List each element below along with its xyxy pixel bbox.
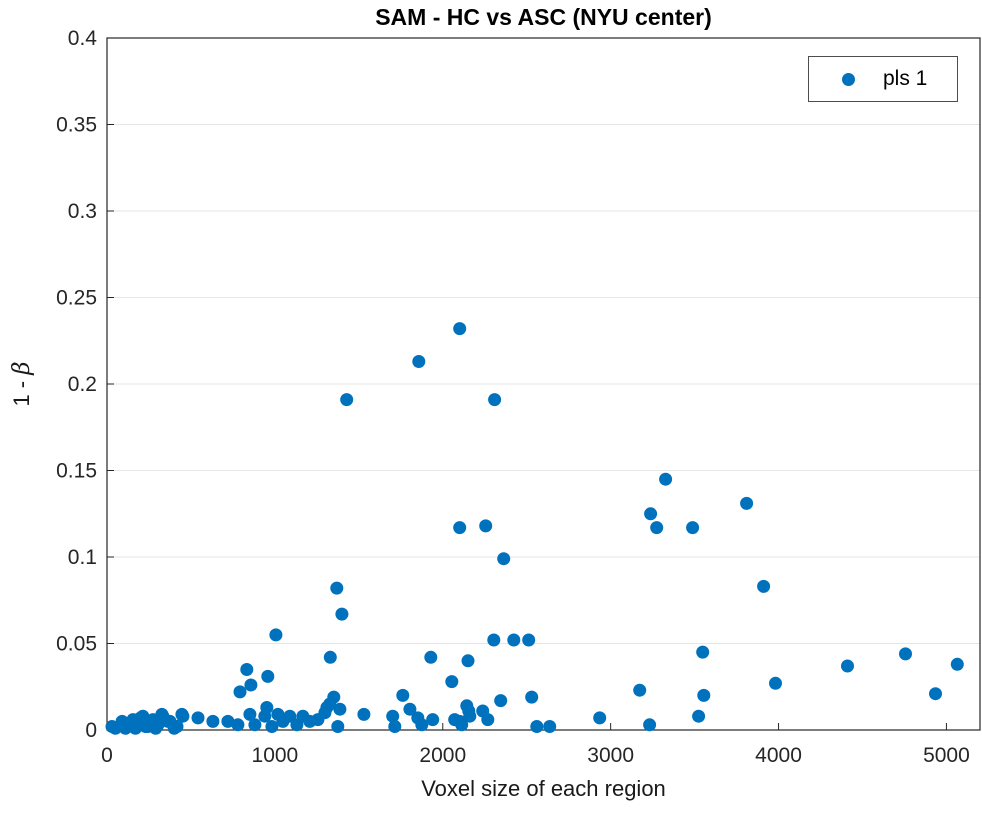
data-point [929, 687, 942, 701]
data-point [530, 720, 544, 733]
data-point [327, 690, 341, 704]
x-tick-label: 5000 [923, 744, 970, 767]
data-point [463, 709, 477, 723]
data-point [455, 718, 469, 732]
data-point [243, 707, 257, 721]
data-point [494, 694, 508, 708]
x-tick-label: 2000 [419, 744, 466, 767]
chart-title: SAM - HC vs ASC (NYU center) [375, 4, 712, 30]
data-point [206, 714, 220, 728]
data-point [283, 709, 297, 723]
data-point [333, 702, 347, 716]
data-point [757, 579, 771, 593]
data-point [386, 709, 400, 723]
data-point [265, 720, 279, 733]
data-point [899, 647, 912, 661]
data-point [522, 633, 536, 647]
data-point [261, 669, 275, 683]
data-point [426, 713, 440, 727]
data-point [543, 720, 557, 733]
x-tick-label: 1000 [252, 744, 299, 767]
data-point [412, 355, 426, 368]
data-point [221, 714, 235, 728]
y-tick-label: 0.05 [56, 633, 97, 656]
data-point [388, 720, 402, 733]
data-point [331, 720, 345, 733]
data-point [650, 521, 664, 535]
data-point [240, 663, 254, 676]
data-point [643, 718, 657, 732]
data-point [461, 654, 475, 668]
y-tick-label: 0.3 [68, 200, 97, 223]
x-tick-label: 0 [101, 744, 113, 767]
data-point [507, 633, 521, 647]
data-point [170, 720, 184, 733]
data-point [357, 707, 371, 721]
data-point [497, 552, 511, 566]
x-axis-label: Voxel size of each region [421, 776, 666, 801]
data-point [323, 650, 337, 664]
data-point [244, 678, 258, 692]
data-point [686, 521, 700, 535]
y-tick-label: 0.35 [56, 114, 97, 137]
data-point [415, 718, 429, 732]
legend-entry-label: pls 1 [883, 67, 928, 90]
data-point [692, 709, 706, 723]
beta-symbol: β [9, 361, 35, 375]
y-tick-label: 0.15 [56, 460, 97, 483]
y-tick-label: 0.2 [68, 373, 97, 396]
data-point [176, 709, 190, 723]
y-tick-label: 0.25 [56, 287, 97, 310]
data-point [633, 683, 647, 697]
data-point [769, 676, 782, 690]
data-point [233, 685, 247, 699]
y-tick-label: 0.1 [68, 546, 97, 569]
data-point [488, 393, 502, 407]
data-point [453, 322, 467, 336]
y-tick-label: 0 [85, 719, 97, 742]
data-point [191, 711, 205, 725]
y-tick-label: 0.4 [68, 27, 98, 50]
data-point [841, 659, 854, 673]
data-point [525, 690, 539, 704]
data-point [950, 657, 964, 671]
data-point [453, 521, 467, 535]
data-point [340, 393, 354, 407]
data-point [479, 519, 493, 533]
axis-box [106, 37, 981, 731]
y-axis-label: 1 - β [9, 361, 35, 407]
data-point [487, 633, 501, 647]
legend: pls 1 [808, 56, 958, 102]
data-point [335, 607, 349, 621]
data-point [697, 688, 711, 702]
data-point [696, 645, 710, 659]
legend-marker-icon [842, 72, 855, 86]
data-point [231, 718, 245, 732]
x-tick-label: 4000 [755, 744, 802, 767]
data-point [424, 650, 438, 664]
data-point [330, 581, 344, 595]
data-point [396, 688, 410, 702]
data-point [740, 496, 754, 510]
data-point [269, 628, 283, 642]
data-point [445, 675, 459, 689]
data-point [593, 711, 607, 725]
data-point [659, 472, 673, 486]
data-point [644, 507, 658, 521]
x-tick-label: 3000 [587, 744, 634, 767]
data-point [248, 718, 262, 732]
data-point [260, 701, 274, 714]
data-point [481, 713, 495, 727]
data-point [403, 702, 417, 716]
